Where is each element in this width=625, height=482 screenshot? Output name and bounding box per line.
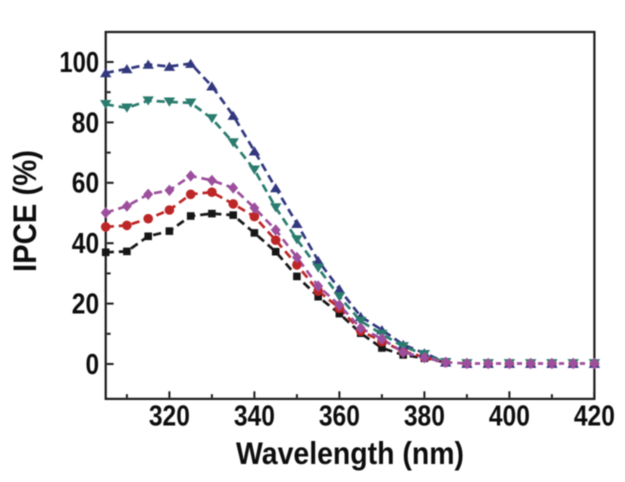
svg-text:320: 320 [149, 400, 190, 432]
svg-text:400: 400 [489, 400, 530, 432]
svg-text:100: 100 [59, 47, 99, 79]
svg-text:60: 60 [72, 168, 99, 200]
svg-text:20: 20 [72, 289, 99, 321]
svg-text:IPCE (%): IPCE (%) [7, 150, 43, 272]
svg-text:340: 340 [234, 400, 275, 432]
svg-text:420: 420 [574, 400, 615, 432]
svg-text:360: 360 [319, 400, 360, 432]
svg-text:Wavelength (nm): Wavelength (nm) [236, 435, 464, 471]
svg-text:380: 380 [404, 400, 445, 432]
svg-text:0: 0 [86, 349, 100, 381]
svg-text:80: 80 [72, 107, 99, 139]
svg-text:40: 40 [72, 228, 99, 260]
